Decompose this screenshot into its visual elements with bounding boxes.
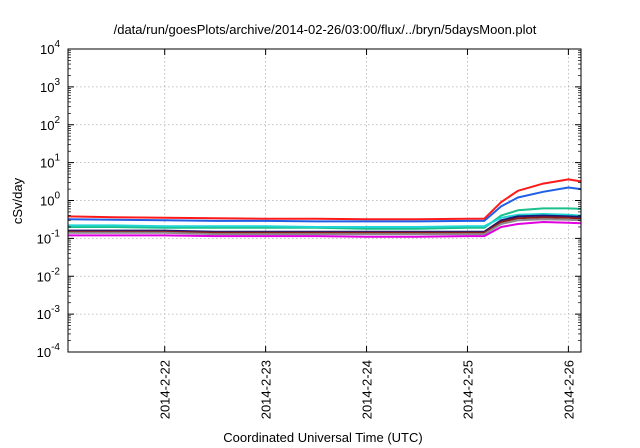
y-axis-label: cSv/day bbox=[10, 177, 25, 224]
series-line-navy bbox=[68, 214, 582, 233]
y-tick-label: 104 bbox=[40, 39, 60, 57]
y-tick-label: 100 bbox=[40, 191, 60, 209]
y-tick-label: 102 bbox=[40, 115, 60, 133]
series-layer bbox=[67, 178, 582, 238]
y-tick-label: 10-1 bbox=[37, 228, 61, 246]
series-line-green bbox=[68, 207, 582, 230]
y-axis: 10-4 10-3 10-2 10-1 100 101 102 103 104 bbox=[37, 39, 581, 360]
series-line-cyan bbox=[68, 213, 582, 228]
y-tick-label: 101 bbox=[40, 153, 60, 171]
y-tick-label: 10-4 bbox=[37, 342, 61, 360]
x-axis: 2014-2-22 2014-2-23 2014-2-24 2014-2-25 2014… bbox=[158, 49, 576, 419]
y-tick-label: 103 bbox=[40, 77, 60, 95]
series-line-gray bbox=[68, 218, 582, 236]
x-tick-label: 2014-2-23 bbox=[259, 360, 274, 419]
grid bbox=[68, 49, 581, 352]
series-line-darkred bbox=[68, 216, 582, 234]
x-tick-label: 2014-2-22 bbox=[158, 360, 173, 419]
x-tick-label: 2014-2-26 bbox=[561, 360, 576, 419]
y-tick-label: 10-2 bbox=[37, 266, 61, 284]
y-tick-label: 10-3 bbox=[37, 304, 61, 322]
x-tick-label: 2014-2-24 bbox=[360, 360, 375, 419]
series-line-red bbox=[67, 178, 582, 221]
x-tick-label: 2014-2-25 bbox=[460, 360, 475, 419]
x-axis-label: Coordinated Universal Time (UTC) bbox=[223, 430, 422, 445]
series-line-blue bbox=[67, 186, 582, 223]
chart-title: /data/run/goesPlots/archive/2014-02-26/0… bbox=[114, 22, 537, 37]
series-line-magenta bbox=[68, 221, 582, 238]
